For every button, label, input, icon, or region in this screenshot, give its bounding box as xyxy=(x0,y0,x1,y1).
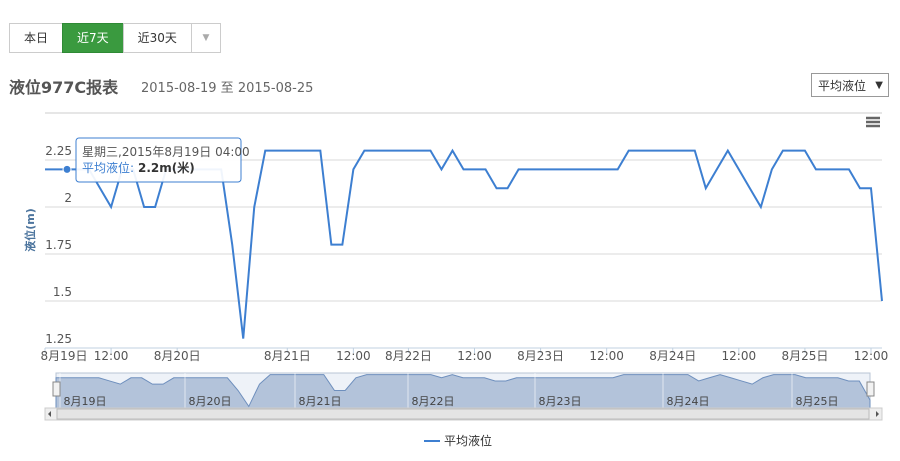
select-value: 平均液位 xyxy=(818,79,867,93)
y-tick-label: 1.75 xyxy=(45,238,72,252)
y-tick-label: 2.25 xyxy=(45,144,72,158)
navigator-label: 8月21日 xyxy=(299,395,342,408)
report-title: 液位977C报表 xyxy=(9,78,119,97)
scrollbar-arrow xyxy=(48,411,51,417)
x-tick-label: 12:00 xyxy=(457,349,492,363)
range-button[interactable]: 本日 xyxy=(9,23,64,53)
x-tick-label: 12:00 xyxy=(589,349,624,363)
x-tick-label: 8月21日 xyxy=(264,349,311,363)
range-buttons: 本日 近7天 近30天 ▼ xyxy=(9,23,221,53)
x-tick-label: 12:00 xyxy=(94,349,129,363)
x-tick-label: 12:00 xyxy=(336,349,371,363)
x-tick-label: 12:00 xyxy=(722,349,757,363)
select-arrow: ▼ xyxy=(875,80,883,91)
menu-icon[interactable] xyxy=(866,116,880,128)
navigator-label: 8月19日 xyxy=(64,395,107,408)
x-tick-label: 8月25日 xyxy=(781,349,828,363)
range-button[interactable]: 近30天 xyxy=(122,23,192,53)
navigator-handle[interactable] xyxy=(866,381,875,397)
navigator-label: 8月24日 xyxy=(667,395,710,408)
x-tick-label: 8月24日 xyxy=(649,349,696,363)
tooltip-marker xyxy=(62,164,72,174)
tooltip-label: 平均液位: xyxy=(82,160,134,175)
y-axis-title: 液位(m) xyxy=(23,208,37,252)
x-tick-label: 8月23日 xyxy=(517,349,564,363)
x-tick-label: 8月22日 xyxy=(385,349,432,363)
navigator-label: 8月23日 xyxy=(539,395,582,408)
navigator-handle[interactable] xyxy=(52,381,61,397)
x-tick-label: 8月19日 xyxy=(41,349,88,363)
series-select[interactable]: 平均液位 ▼ xyxy=(811,73,889,97)
navigator-label: 8月22日 xyxy=(412,395,455,408)
scrollbar-thumb xyxy=(56,408,870,420)
navigator-area xyxy=(55,374,871,409)
range-button[interactable]: 近7天 xyxy=(62,23,124,53)
tooltip-header: 星期三,2015年8月19日 04:00 xyxy=(82,145,250,159)
navigator-label: 8月25日 xyxy=(796,395,839,408)
y-tick-label: 1.25 xyxy=(45,332,72,346)
legend-label: 平均液位 xyxy=(444,433,492,448)
dropdown-toggle[interactable]: ▼ xyxy=(190,23,221,53)
y-tick-label: 2 xyxy=(64,191,72,205)
scrollbar-arrow xyxy=(876,411,879,417)
tooltip-box xyxy=(75,137,242,183)
y-tick-label: 1.5 xyxy=(53,285,72,299)
navigator-label: 8月20日 xyxy=(189,395,232,408)
tooltip-value: 2.2m(米) xyxy=(138,160,195,175)
date-range: 2015-08-19 至 2015-08-25 xyxy=(141,81,314,96)
x-tick-label: 12:00 xyxy=(854,349,889,363)
x-tick-label: 8月20日 xyxy=(154,349,201,363)
